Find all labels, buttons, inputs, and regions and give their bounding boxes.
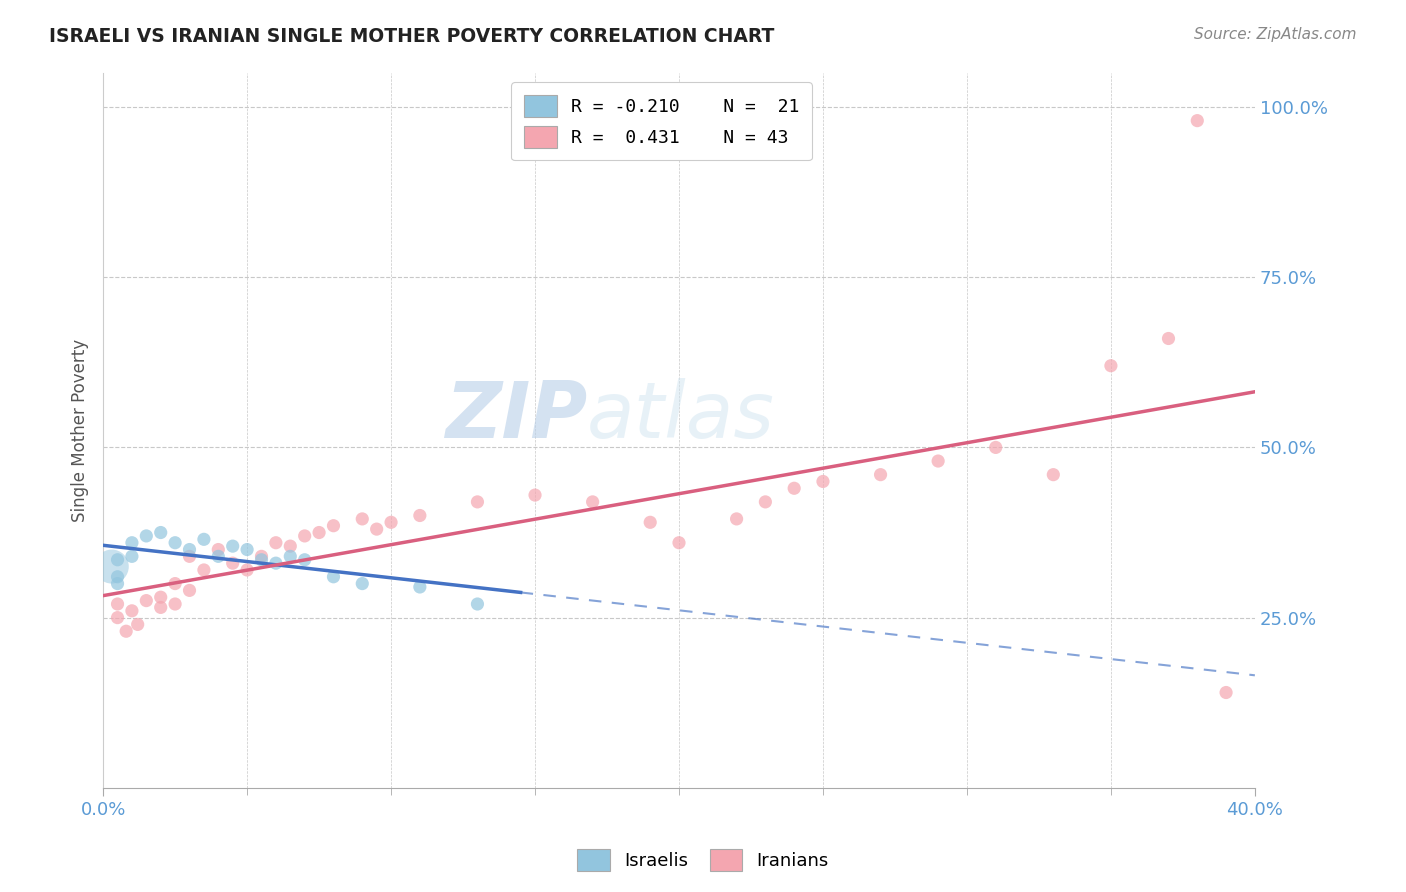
Point bbox=[222, 539, 245, 553]
Point bbox=[278, 539, 301, 553]
Point bbox=[294, 553, 316, 567]
Y-axis label: Single Mother Poverty: Single Mother Poverty bbox=[72, 339, 89, 522]
Point bbox=[121, 549, 143, 564]
Point bbox=[264, 556, 287, 570]
Point bbox=[811, 475, 834, 489]
Legend: Israelis, Iranians: Israelis, Iranians bbox=[569, 842, 837, 879]
Text: atlas: atlas bbox=[586, 378, 775, 454]
Point bbox=[308, 525, 330, 540]
Point bbox=[179, 583, 201, 598]
Point bbox=[127, 617, 149, 632]
Point bbox=[193, 563, 215, 577]
Point bbox=[668, 535, 690, 549]
Point bbox=[149, 600, 172, 615]
Point bbox=[165, 535, 187, 549]
Point bbox=[1099, 359, 1122, 373]
Point bbox=[380, 516, 402, 530]
Point bbox=[135, 593, 157, 607]
Point bbox=[236, 563, 259, 577]
Point bbox=[278, 549, 301, 564]
Point bbox=[409, 580, 432, 594]
Point bbox=[121, 604, 143, 618]
Point bbox=[467, 597, 489, 611]
Point bbox=[352, 512, 374, 526]
Point bbox=[207, 542, 229, 557]
Point bbox=[294, 529, 316, 543]
Point bbox=[107, 576, 129, 591]
Point bbox=[869, 467, 891, 482]
Point bbox=[1215, 685, 1237, 699]
Point bbox=[236, 542, 259, 557]
Point bbox=[581, 495, 603, 509]
Point bbox=[100, 559, 122, 574]
Point bbox=[264, 535, 287, 549]
Point bbox=[165, 576, 187, 591]
Point bbox=[179, 542, 201, 557]
Point bbox=[1187, 113, 1209, 128]
Point bbox=[322, 518, 344, 533]
Point bbox=[366, 522, 388, 536]
Point bbox=[207, 549, 229, 564]
Point bbox=[149, 591, 172, 605]
Point bbox=[165, 597, 187, 611]
Point bbox=[115, 624, 138, 639]
Point bbox=[107, 597, 129, 611]
Legend: R = -0.210    N =  21, R =  0.431    N = 43: R = -0.210 N = 21, R = 0.431 N = 43 bbox=[512, 82, 813, 161]
Point bbox=[984, 441, 1007, 455]
Point bbox=[725, 512, 748, 526]
Point bbox=[193, 533, 215, 547]
Point bbox=[135, 529, 157, 543]
Point bbox=[352, 576, 374, 591]
Point bbox=[467, 495, 489, 509]
Point bbox=[638, 516, 661, 530]
Point bbox=[149, 525, 172, 540]
Point bbox=[250, 553, 273, 567]
Point bbox=[179, 549, 201, 564]
Text: Source: ZipAtlas.com: Source: ZipAtlas.com bbox=[1194, 27, 1357, 42]
Point bbox=[322, 570, 344, 584]
Text: ISRAELI VS IRANIAN SINGLE MOTHER POVERTY CORRELATION CHART: ISRAELI VS IRANIAN SINGLE MOTHER POVERTY… bbox=[49, 27, 775, 45]
Point bbox=[250, 549, 273, 564]
Point bbox=[107, 553, 129, 567]
Point bbox=[107, 570, 129, 584]
Point bbox=[409, 508, 432, 523]
Point bbox=[524, 488, 547, 502]
Point bbox=[1157, 331, 1180, 345]
Point bbox=[927, 454, 949, 468]
Point bbox=[121, 535, 143, 549]
Point bbox=[222, 556, 245, 570]
Text: ZIP: ZIP bbox=[444, 378, 586, 454]
Point bbox=[107, 610, 129, 624]
Point bbox=[754, 495, 776, 509]
Point bbox=[1042, 467, 1064, 482]
Point bbox=[783, 481, 806, 495]
